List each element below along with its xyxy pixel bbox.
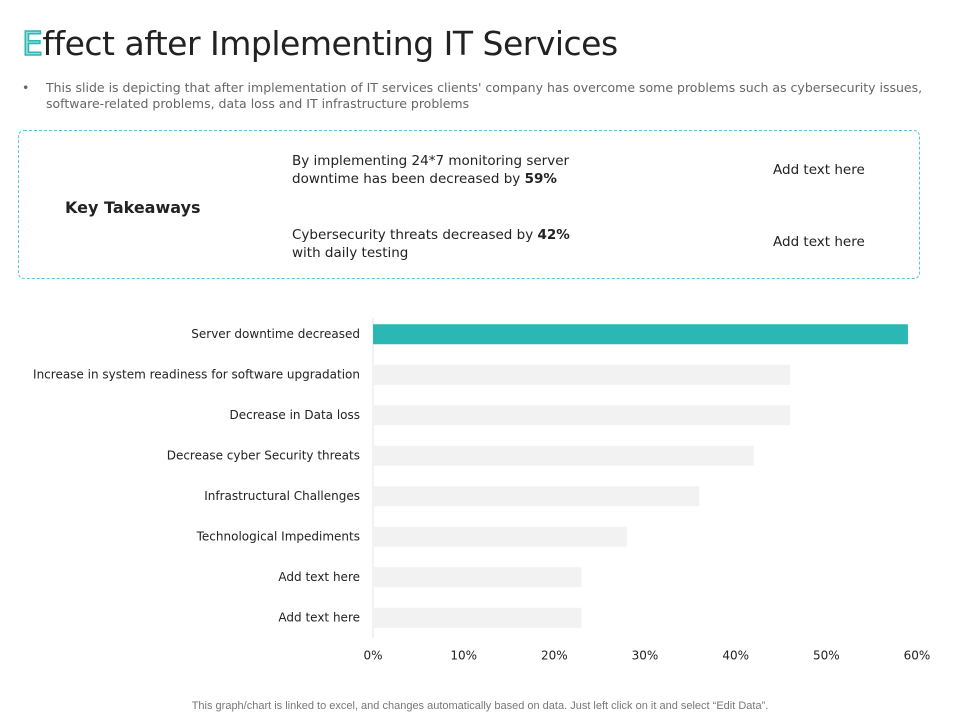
note: Add text here — [773, 162, 865, 178]
description: This slide is depicting that after imple… — [46, 80, 923, 111]
y-tick-label: Decrease cyber Security threats — [167, 448, 360, 462]
y-tick-label: Increase in system readiness for softwar… — [33, 367, 360, 381]
title: Effect after Implementing IT Services — [21, 23, 618, 64]
x-tick-label: 10% — [450, 649, 477, 663]
bar — [373, 567, 582, 588]
x-tick-label: 60% — [904, 649, 931, 663]
bar — [373, 445, 754, 466]
bar — [373, 486, 700, 507]
bar — [373, 324, 908, 345]
bullet: • — [22, 80, 30, 95]
text: By implementing 24*7 monitoring server d… — [292, 153, 570, 187]
y-tick-label: Add text here — [278, 610, 360, 624]
bar — [373, 607, 582, 628]
bar — [373, 405, 791, 426]
x-tick-label: 20% — [541, 649, 568, 663]
takeaways-heading: Key Takeaways — [65, 198, 201, 217]
takeaway: By implementing 24*7 monitoring server d… — [292, 152, 582, 188]
text: Cybersecurity threats decreased by — [292, 227, 538, 243]
highlight: 42% — [537, 227, 570, 243]
y-tick-label: Server downtime decreased — [191, 327, 360, 341]
bar — [373, 526, 627, 547]
takeaway: Cybersecurity threats decreased by 42% w… — [292, 226, 582, 262]
footer: This graph/chart is linked to excel, and… — [191, 700, 769, 712]
note: Add text here — [773, 234, 865, 250]
y-tick-label: Add text here — [278, 570, 360, 584]
y-tick-label: Infrastructural Challenges — [204, 489, 360, 503]
highlight: 59% — [524, 171, 557, 187]
x-tick-label: 0% — [363, 649, 382, 663]
y-tick-label: Technological Impediments — [196, 529, 360, 543]
x-tick-label: 50% — [813, 649, 840, 663]
x-tick-label: 40% — [722, 649, 749, 663]
x-tick-label: 30% — [632, 649, 659, 663]
bar — [373, 364, 791, 385]
y-tick-label: Decrease in Data loss — [230, 408, 360, 422]
text: with daily testing — [292, 245, 409, 261]
takeaways-box — [18, 130, 920, 279]
